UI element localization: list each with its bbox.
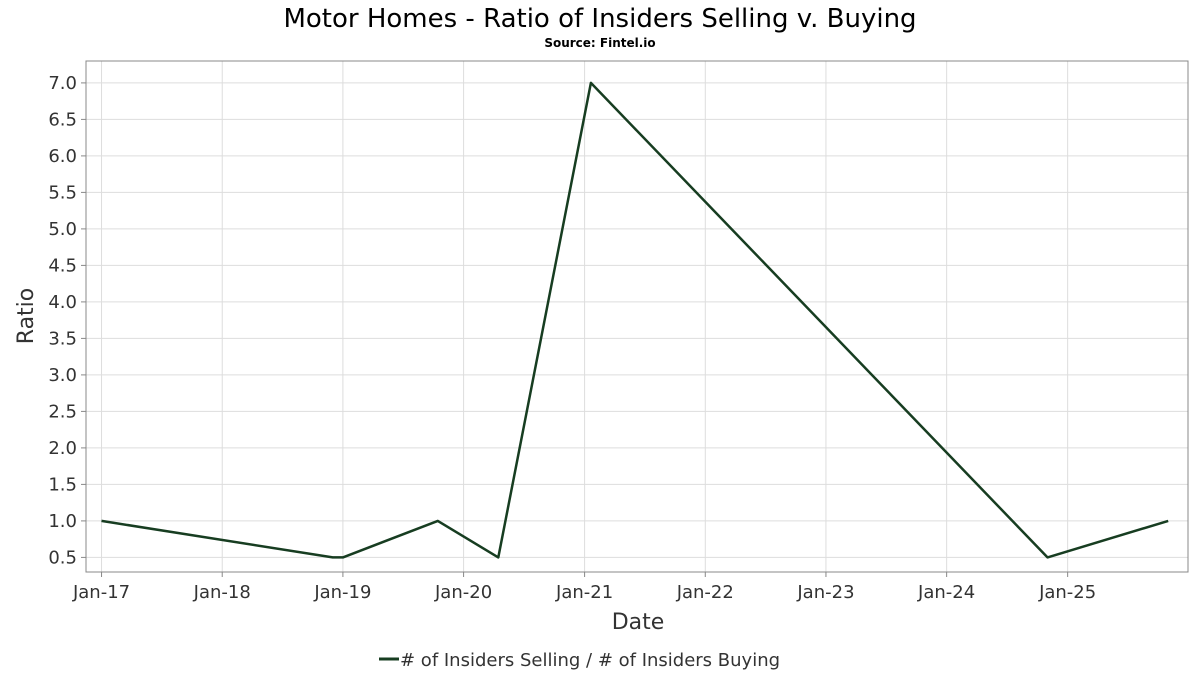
x-tick-label: Jan-21: [555, 582, 613, 603]
x-tick-label: Jan-22: [676, 582, 734, 603]
y-tick-label: 7.0: [48, 73, 77, 94]
x-axis-title: Date: [612, 610, 665, 635]
series-line: [101, 81, 1169, 559]
y-tick-label: 1.0: [48, 511, 77, 532]
series-layer: [101, 81, 1169, 559]
x-tick-label: Jan-20: [434, 582, 492, 603]
plot-area: [85, 60, 1189, 573]
legend: # of Insiders Selling / # of Insiders Bu…: [379, 650, 780, 671]
y-tick-label: 0.5: [48, 547, 77, 568]
x-axis: Jan-17 Jan-18 Jan-19 Jan-20 Jan-21 Jan-22 Jan-…: [72, 572, 1096, 603]
x-tick-label: Jan-23: [796, 582, 854, 603]
y-tick-label: 2.0: [48, 438, 77, 459]
y-tick-label: 6.5: [48, 109, 77, 130]
y-tick-label: 4.5: [48, 255, 77, 276]
y-tick-label: 5.0: [48, 219, 77, 240]
x-tick-label: Jan-17: [72, 582, 130, 603]
x-tick-label: Jan-19: [313, 582, 371, 603]
grid: [86, 61, 1188, 572]
chart-title: Motor Homes - Ratio of Insiders Selling …: [283, 4, 916, 34]
y-axis-title: Ratio: [14, 288, 39, 344]
y-tick-label: 3.0: [48, 365, 77, 386]
y-axis: 0.5 1.0 1.5 2.0 2.5 3.0 3.5 4.0 4.5 5.0 5.5 6.0 6.5 7…: [48, 73, 86, 568]
y-tick-label: 4.0: [48, 292, 77, 313]
x-tick-label: Jan-24: [917, 582, 975, 603]
y-tick-label: 3.5: [48, 328, 77, 349]
y-tick-label: 1.5: [48, 474, 77, 495]
chart-subtitle: Source: Fintel.io: [544, 36, 655, 50]
y-tick-label: 5.5: [48, 182, 77, 203]
y-tick-label: 2.5: [48, 401, 77, 422]
x-tick-label: Jan-25: [1038, 582, 1096, 603]
y-tick-label: 6.0: [48, 146, 77, 167]
x-tick-label: Jan-18: [193, 582, 251, 603]
legend-label: # of Insiders Selling / # of Insiders Bu…: [400, 650, 780, 671]
